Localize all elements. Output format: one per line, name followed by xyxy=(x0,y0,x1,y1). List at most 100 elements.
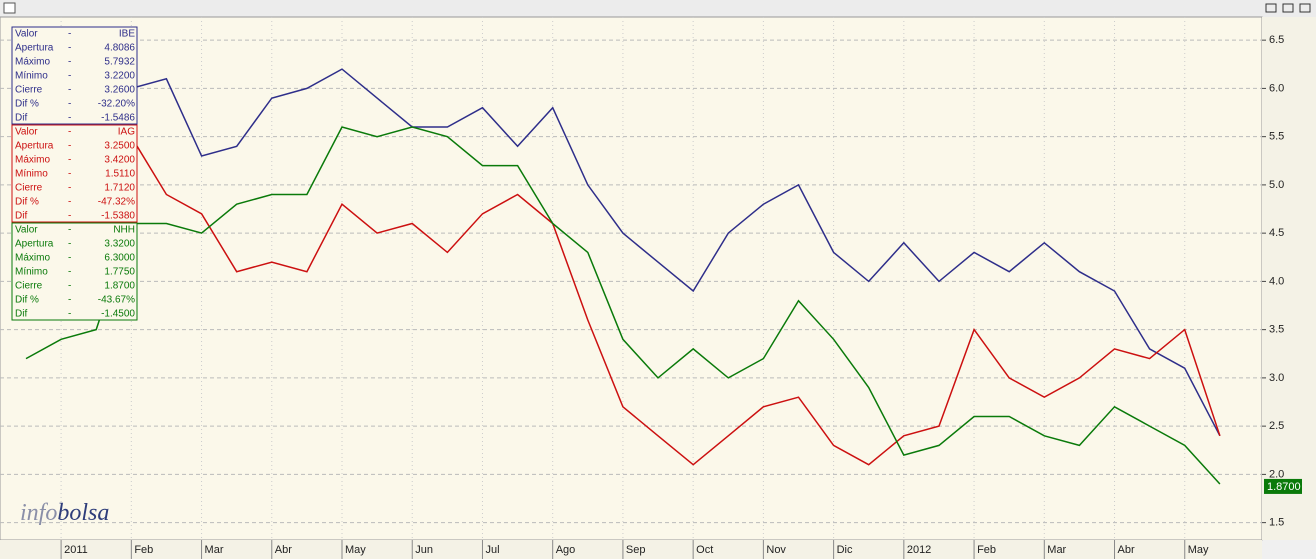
legend-value: 5.7932 xyxy=(104,57,135,68)
legend-label: Valor xyxy=(15,225,38,236)
y-tick-label: 1.5 xyxy=(1269,517,1284,529)
legend-panel xyxy=(11,222,138,321)
x-tick-label: May xyxy=(1188,544,1209,556)
y-tick-label: 4.5 xyxy=(1269,227,1284,239)
legend-value: -43.67% xyxy=(98,295,135,306)
legend-value: 1.7120 xyxy=(104,183,135,194)
last-value-box xyxy=(1264,478,1302,494)
legend-value: IAG xyxy=(118,127,135,138)
logo-part: bolsa xyxy=(57,500,109,526)
legend-separator: - xyxy=(68,71,71,82)
legend-value: 4.8086 xyxy=(104,43,135,54)
legend-value: -1.4500 xyxy=(101,309,135,320)
price-line xyxy=(130,136,1221,466)
legend-separator: - xyxy=(68,225,71,236)
legend-value: 6.3000 xyxy=(104,253,135,264)
x-tick-label: Abr xyxy=(275,544,292,556)
y-tick-label: 5.0 xyxy=(1269,179,1284,191)
x-tick-label: Jul xyxy=(485,544,499,556)
legend-label: Dif xyxy=(15,211,27,222)
legend-value: NHH xyxy=(113,225,135,236)
legend-value: 3.2200 xyxy=(104,71,135,82)
x-axis-area xyxy=(0,540,1262,559)
x-tick-label: Nov xyxy=(766,544,786,556)
x-tick-label: Sep xyxy=(626,544,646,556)
legend-separator: - xyxy=(68,155,71,166)
legend-value: -1.5486 xyxy=(101,113,135,124)
x-tick-label: Abr xyxy=(1118,544,1135,556)
legend-label: Dif % xyxy=(15,99,39,110)
legend-label: Cierre xyxy=(15,85,43,96)
legend-separator: - xyxy=(68,309,71,320)
legend-separator: - xyxy=(68,57,71,68)
x-tick-label: Dic xyxy=(837,544,853,556)
legend-value: 1.5110 xyxy=(105,169,135,180)
legend-separator: - xyxy=(68,29,71,40)
legend-value: 3.4200 xyxy=(104,155,135,166)
close-button[interactable] xyxy=(1299,3,1311,13)
legend-label: Cierre xyxy=(15,281,43,292)
legend-separator: - xyxy=(68,197,71,208)
legend-label: Apertura xyxy=(15,43,54,54)
x-tick-label: May xyxy=(345,544,366,556)
series-lines xyxy=(25,68,1221,485)
logo: infobolsa xyxy=(20,500,109,526)
legend-label: Cierre xyxy=(15,183,43,194)
price-line xyxy=(25,68,1221,437)
legend-label: Máximo xyxy=(15,253,50,264)
x-tick-label: Mar xyxy=(1047,544,1066,556)
y-axis-area xyxy=(1262,17,1316,540)
y-tick-label: 5.5 xyxy=(1269,131,1284,143)
y-tick-label: 3.0 xyxy=(1269,372,1284,384)
x-tick-label: 2012 xyxy=(907,544,931,556)
legend-value: 3.2500 xyxy=(104,141,135,152)
legend-separator: - xyxy=(68,127,71,138)
y-tick-label: 6.5 xyxy=(1269,34,1284,46)
legend-separator: - xyxy=(68,113,71,124)
legend-label: Valor xyxy=(15,127,38,138)
legend-label: Mínimo xyxy=(15,267,48,278)
y-tick-label: 6.0 xyxy=(1269,82,1284,94)
logo-part: info xyxy=(20,500,57,526)
maximize-button[interactable] xyxy=(1282,3,1294,13)
legend-value: 1.7750 xyxy=(104,267,135,278)
legend: Valor - IBE Apertura - 4.8086 Máximo - 5.7932 Mín… xyxy=(11,26,138,321)
legend-separator: - xyxy=(68,183,71,194)
window-icon xyxy=(3,2,16,14)
legend-value: 1.8700 xyxy=(104,281,135,292)
legend-value: -47.32% xyxy=(98,197,135,208)
legend-panel xyxy=(11,124,138,223)
legend-label: Dif % xyxy=(15,197,39,208)
legend-label: Valor xyxy=(15,29,38,40)
grid xyxy=(0,17,1262,540)
legend-value: -1.5380 xyxy=(101,211,135,222)
legend-value: 3.2600 xyxy=(104,85,135,96)
legend-label: Dif xyxy=(15,309,27,320)
x-tick-label: Mar xyxy=(205,544,224,556)
x-tick-label: Ago xyxy=(556,544,576,556)
legend-label: Apertura xyxy=(15,141,54,152)
y-tick-label: 3.5 xyxy=(1269,324,1284,336)
legend-separator: - xyxy=(68,295,71,306)
legend-label: Máximo xyxy=(15,155,50,166)
minimize-button[interactable] xyxy=(1265,3,1277,13)
legend-separator: - xyxy=(68,43,71,54)
legend-label: Máximo xyxy=(15,57,50,68)
legend-label: Mínimo xyxy=(15,71,48,82)
y-tick-label: 2.0 xyxy=(1269,468,1284,480)
legend-label: Dif % xyxy=(15,295,39,306)
legend-label: Apertura xyxy=(15,239,54,250)
legend-separator: - xyxy=(68,253,71,264)
plot-area xyxy=(0,16,1263,541)
y-tick-label: 2.5 xyxy=(1269,420,1284,432)
legend-label: Dif xyxy=(15,113,27,124)
legend-panel xyxy=(11,26,138,125)
legend-separator: - xyxy=(68,239,71,250)
legend-separator: - xyxy=(68,267,71,278)
y-tick-label: 4.0 xyxy=(1269,275,1284,287)
x-tick-label: Oct xyxy=(696,544,713,556)
legend-separator: - xyxy=(68,211,71,222)
x-tick-label: Feb xyxy=(134,544,153,556)
